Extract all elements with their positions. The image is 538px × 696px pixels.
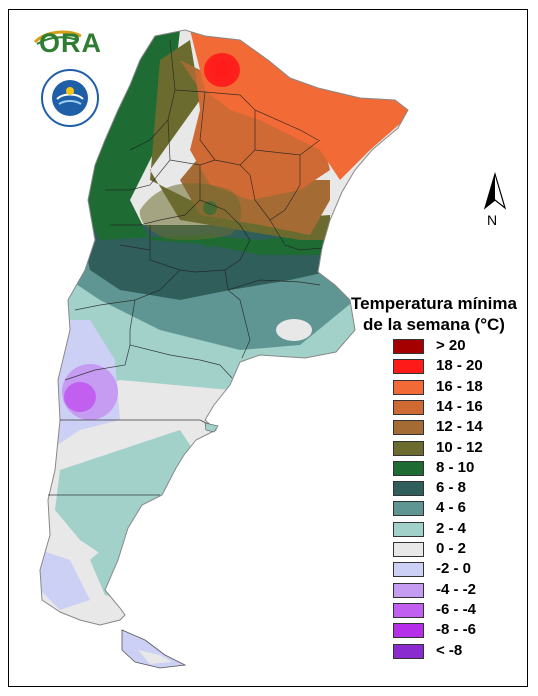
- north-label: N: [487, 212, 498, 228]
- smn-logo: [41, 69, 99, 127]
- legend-swatch: [393, 420, 424, 436]
- legend-title-line1: Temperatura mínima: [351, 294, 517, 313]
- legend-item: < -8: [393, 642, 533, 662]
- argentina-outline: [39, 29, 409, 626]
- legend-item: 8 - 10: [393, 459, 533, 479]
- legend-label: -8 - -6: [436, 621, 477, 639]
- legend-swatch: [393, 521, 424, 537]
- legend-item: 14 - 16: [393, 398, 533, 418]
- north-arrow: [480, 171, 510, 232]
- legend-item: > 20: [393, 337, 533, 357]
- legend-label: 6 - 8: [436, 479, 467, 497]
- legend-swatch: [393, 582, 424, 598]
- tierra-del-fuego: [121, 629, 187, 669]
- province-borders: [48, 39, 323, 496]
- legend-item: -6 - -4: [393, 601, 533, 621]
- legend-label: 2 - 4: [436, 519, 467, 537]
- legend-item: 2 - 4: [393, 520, 533, 540]
- legend-label: 18 - 20: [436, 357, 483, 375]
- legend-label: 8 - 10: [436, 458, 475, 476]
- legend-item: -4 - -2: [393, 581, 533, 601]
- legend-label: 4 - 6: [436, 499, 467, 517]
- legend-swatch: [393, 460, 424, 476]
- map-frame: [8, 9, 528, 687]
- ora-logo-text: ORA: [39, 28, 102, 58]
- legend-label: 10 - 12: [436, 438, 483, 456]
- legend-swatch: [393, 399, 424, 415]
- legend-swatch: [393, 379, 424, 395]
- legend-swatch: [393, 481, 424, 497]
- legend-swatch: [393, 623, 424, 639]
- legend-label: 14 - 16: [436, 397, 483, 415]
- legend-title: Temperatura mínima de la semana (°C): [344, 293, 524, 335]
- legend-label: 0 - 2: [436, 540, 467, 557]
- legend-item: 18 - 20: [393, 357, 533, 377]
- legend-label: > 20: [436, 337, 466, 354]
- legend-swatch: [393, 440, 424, 456]
- legend-item: -8 - -6: [393, 621, 533, 641]
- legend-item: 16 - 18: [393, 378, 533, 398]
- legend-swatch: [393, 339, 424, 354]
- legend-label: -4 - -2: [436, 580, 477, 598]
- legend-swatch: [393, 359, 424, 375]
- legend-swatch: [393, 542, 424, 557]
- ora-logo: ORA: [33, 26, 113, 60]
- legend-title-line2: de la semana (°C): [363, 315, 505, 334]
- legend-label: -2 - 0: [436, 560, 472, 578]
- legend-label: -6 - -4: [436, 600, 477, 618]
- legend-swatch: [393, 643, 424, 659]
- legend-item: 6 - 8: [393, 479, 533, 499]
- legend-item: -2 - 0: [393, 560, 533, 580]
- legend-label: 12 - 14: [436, 418, 483, 436]
- legend-item: 10 - 12: [393, 439, 533, 459]
- legend-item: 4 - 6: [393, 499, 533, 519]
- legend-label: < -8: [436, 641, 463, 659]
- legend-swatch: [393, 562, 424, 578]
- legend-swatch: [393, 602, 424, 618]
- north-arrow-icon: [483, 171, 507, 210]
- legend-item: 12 - 14: [393, 418, 533, 438]
- legend-label: 16 - 18: [436, 377, 483, 395]
- legend-item: 0 - 2: [393, 540, 533, 560]
- legend-swatch: [393, 501, 424, 517]
